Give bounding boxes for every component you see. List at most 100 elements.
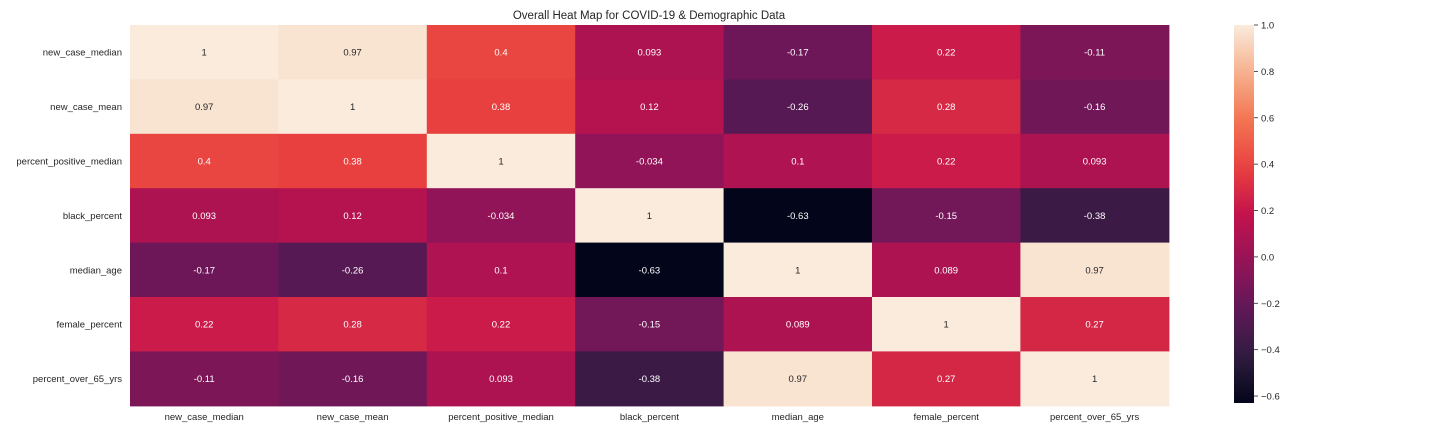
heatmap-cell xyxy=(426,242,576,298)
heatmap-cell xyxy=(1020,79,1170,135)
heatmap-cell xyxy=(1020,351,1170,407)
heatmap-cell xyxy=(575,351,725,407)
y-tick-label: new_case_median xyxy=(43,48,122,59)
heatmap-cell xyxy=(872,133,1021,189)
cell-annotation: 0.38 xyxy=(492,102,511,113)
heatmap-cell xyxy=(130,351,279,407)
heatmap-cell xyxy=(575,297,725,352)
cell-annotation: -0.63 xyxy=(787,211,809,222)
cell-annotation: -0.38 xyxy=(1084,211,1106,222)
heatmap-cell xyxy=(426,297,576,352)
heatmap-cell xyxy=(130,79,279,135)
heatmap-cell xyxy=(723,25,873,80)
cell-annotation: 0.1 xyxy=(494,265,507,276)
heatmap-cell xyxy=(872,297,1021,352)
colorbar-tick-label: −0.4 xyxy=(1261,345,1280,356)
cell-annotation: -0.17 xyxy=(193,265,215,276)
x-tick-labels: new_case_median new_case_mean percent_posi… xyxy=(165,412,1140,423)
cell-annotation: 0.27 xyxy=(937,374,956,385)
colorbar-tick-label: 0.0 xyxy=(1261,252,1274,263)
heatmap-cells: 1 0.97 0.4 0.093 -0.17 0.22 -0.11 0.97 1 0.38 0.12… xyxy=(130,25,1170,407)
heatmap-cell xyxy=(872,242,1021,298)
cell-annotation: -0.16 xyxy=(342,374,364,385)
heatmap-cell xyxy=(723,351,873,407)
cell-annotation: 1 xyxy=(202,48,207,59)
cell-annotation: 1 xyxy=(1092,374,1097,385)
y-tick-label: median_age xyxy=(70,265,122,276)
colorbar-tick-label: 0.2 xyxy=(1261,206,1274,217)
y-tick-labels: new_case_median new_case_mean percent_posi… xyxy=(16,48,122,385)
cell-annotation: 0.12 xyxy=(640,102,659,113)
cell-annotation: 0.28 xyxy=(937,102,956,113)
x-tick-label: new_case_median xyxy=(165,412,244,423)
heatmap-cell xyxy=(278,133,428,189)
cell-annotation: 0.22 xyxy=(937,48,956,59)
x-tick-label: black_percent xyxy=(620,412,680,423)
cell-annotation: 0.97 xyxy=(1085,265,1104,276)
colorbar-tick-label: −0.6 xyxy=(1261,392,1280,403)
heatmap-cell xyxy=(130,242,279,298)
cell-annotation: 0.093 xyxy=(489,374,513,385)
cell-annotation: 1 xyxy=(647,211,652,222)
heatmap-cell xyxy=(723,242,873,298)
heatmap-cell xyxy=(1020,242,1170,298)
cell-annotation: 0.4 xyxy=(494,48,507,59)
cell-annotation: -0.034 xyxy=(636,157,663,168)
cell-annotation: 0.97 xyxy=(343,48,362,59)
colorbar-tick-label: 0.6 xyxy=(1261,113,1274,124)
cell-annotation: 0.27 xyxy=(1085,320,1104,331)
cell-annotation: 0.12 xyxy=(343,211,362,222)
heatmap-cell xyxy=(278,297,428,352)
heatmap-cell xyxy=(426,79,576,135)
cell-annotation: 0.093 xyxy=(1083,157,1107,168)
cell-annotation: 0.22 xyxy=(492,320,511,331)
heatmap-cell xyxy=(575,133,725,189)
heatmap-cell xyxy=(575,25,725,80)
cell-annotation: 1 xyxy=(498,157,503,168)
y-tick-label: percent_positive_median xyxy=(16,157,122,168)
cell-annotation: 0.97 xyxy=(195,102,214,113)
x-tick-label: female_percent xyxy=(913,412,979,423)
heatmap-cell xyxy=(426,133,576,189)
cell-annotation: -0.26 xyxy=(342,265,364,276)
cell-annotation: 0.97 xyxy=(789,374,808,385)
cell-annotation: -0.26 xyxy=(787,102,809,113)
cell-annotation: 0.089 xyxy=(934,265,958,276)
heatmap-cell xyxy=(130,133,279,189)
cell-annotation: 0.4 xyxy=(198,157,211,168)
heatmap-cell xyxy=(1020,133,1170,189)
heatmap-cell xyxy=(278,242,428,298)
cell-annotation: -0.15 xyxy=(935,211,957,222)
x-tick-label: percent_positive_median xyxy=(448,412,554,423)
heatmap-cell xyxy=(1020,188,1170,244)
heatmap-cell xyxy=(278,188,428,244)
heatmap-cell xyxy=(426,25,576,80)
cell-annotation: -0.38 xyxy=(639,374,661,385)
heatmap-cell xyxy=(723,188,873,244)
cell-annotation: 1 xyxy=(350,102,355,113)
x-tick-label: percent_over_65_yrs xyxy=(1050,412,1139,423)
x-tick-label: new_case_mean xyxy=(317,412,389,423)
cell-annotation: 0.1 xyxy=(791,157,804,168)
cell-annotation: -0.17 xyxy=(787,48,809,59)
colorbar-ticks: 1.0 0.8 0.6 0.4 0.2 0.0 −0.2 −0.4 −0.6 xyxy=(1254,21,1280,403)
heatmap-cell xyxy=(575,188,725,244)
colorbar-tick-label: 1.0 xyxy=(1261,21,1274,32)
cell-annotation: 1 xyxy=(795,265,800,276)
heatmap-cell xyxy=(872,79,1021,135)
cell-annotation: -0.16 xyxy=(1084,102,1106,113)
cell-annotation: 0.38 xyxy=(343,157,362,168)
heatmap-cell xyxy=(426,351,576,407)
colorbar-tick-label: 0.4 xyxy=(1261,160,1274,171)
cell-annotation: 0.22 xyxy=(937,157,956,168)
cell-annotation: 0.22 xyxy=(195,320,214,331)
heatmap-cell xyxy=(130,188,279,244)
cell-annotation: 0.089 xyxy=(786,320,810,331)
cell-annotation: -0.11 xyxy=(1084,48,1105,59)
colorbar xyxy=(1234,25,1254,403)
heatmap-cell xyxy=(426,188,576,244)
y-tick-label: black_percent xyxy=(63,211,123,222)
cell-annotation: -0.11 xyxy=(194,374,215,385)
